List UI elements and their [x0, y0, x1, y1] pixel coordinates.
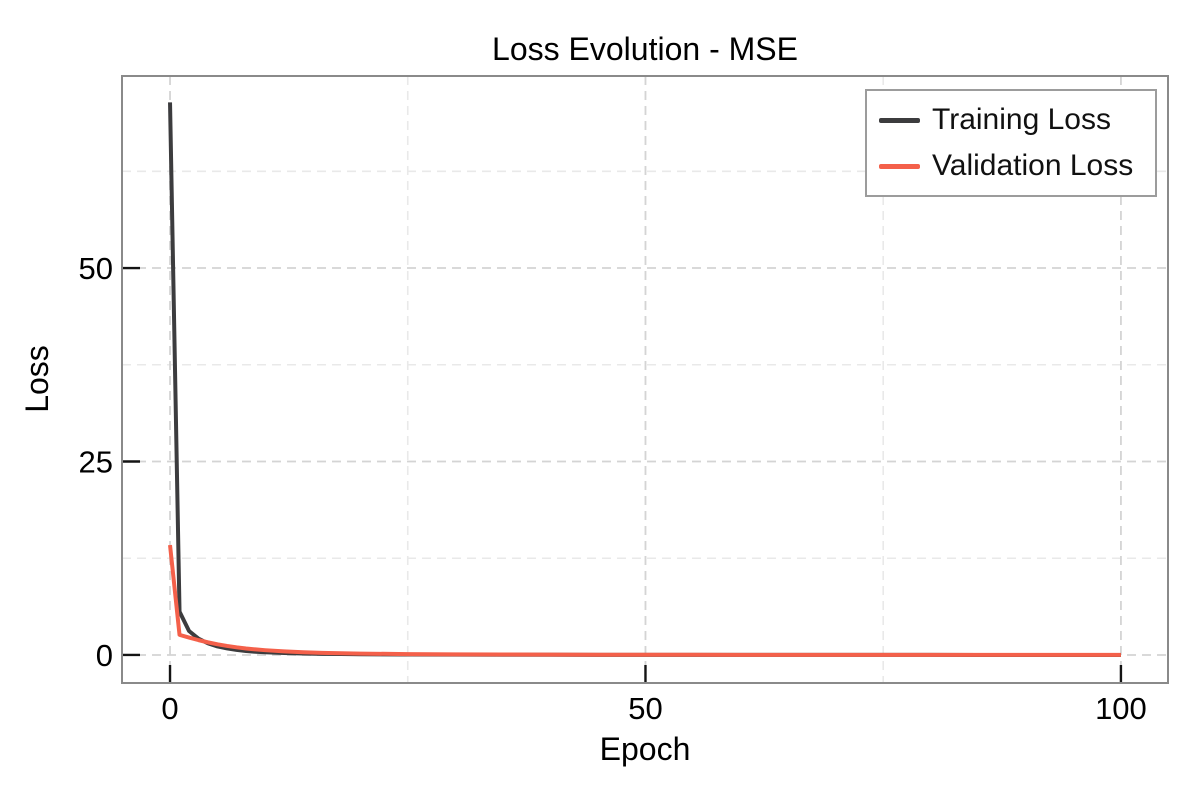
x-axis-label: Epoch [600, 731, 691, 767]
legend: Training Loss Validation Loss [865, 89, 1157, 197]
x-tick-label: 50 [628, 691, 662, 726]
y-axis-label: Loss [19, 345, 55, 413]
plot-frame [121, 75, 1169, 684]
validation-loss-line [168, 544, 1121, 657]
legend-item-validation-loss: Validation Loss [867, 146, 1155, 186]
validation-loss-line-sample [879, 163, 920, 169]
x-tick-label: 100 [1095, 691, 1147, 726]
training-loss-line-sample [879, 117, 920, 123]
chart-title: Loss Evolution - MSE [492, 31, 798, 67]
legend-item-training-loss: Training Loss [867, 100, 1155, 140]
axis-ticks [122, 266, 1123, 683]
x-tick-label: 0 [161, 691, 178, 726]
gridlines [122, 76, 1168, 683]
y-tick-label: 50 [79, 251, 113, 286]
data-series [168, 102, 1121, 657]
y-tick-label: 25 [79, 444, 113, 479]
tick-labels: 0 50 100 0 25 50 [79, 251, 1147, 726]
legend-label-training-loss: Training Loss [932, 103, 1111, 136]
legend-label-validation-loss: Validation Loss [932, 149, 1134, 182]
y-tick-label: 0 [96, 638, 113, 673]
